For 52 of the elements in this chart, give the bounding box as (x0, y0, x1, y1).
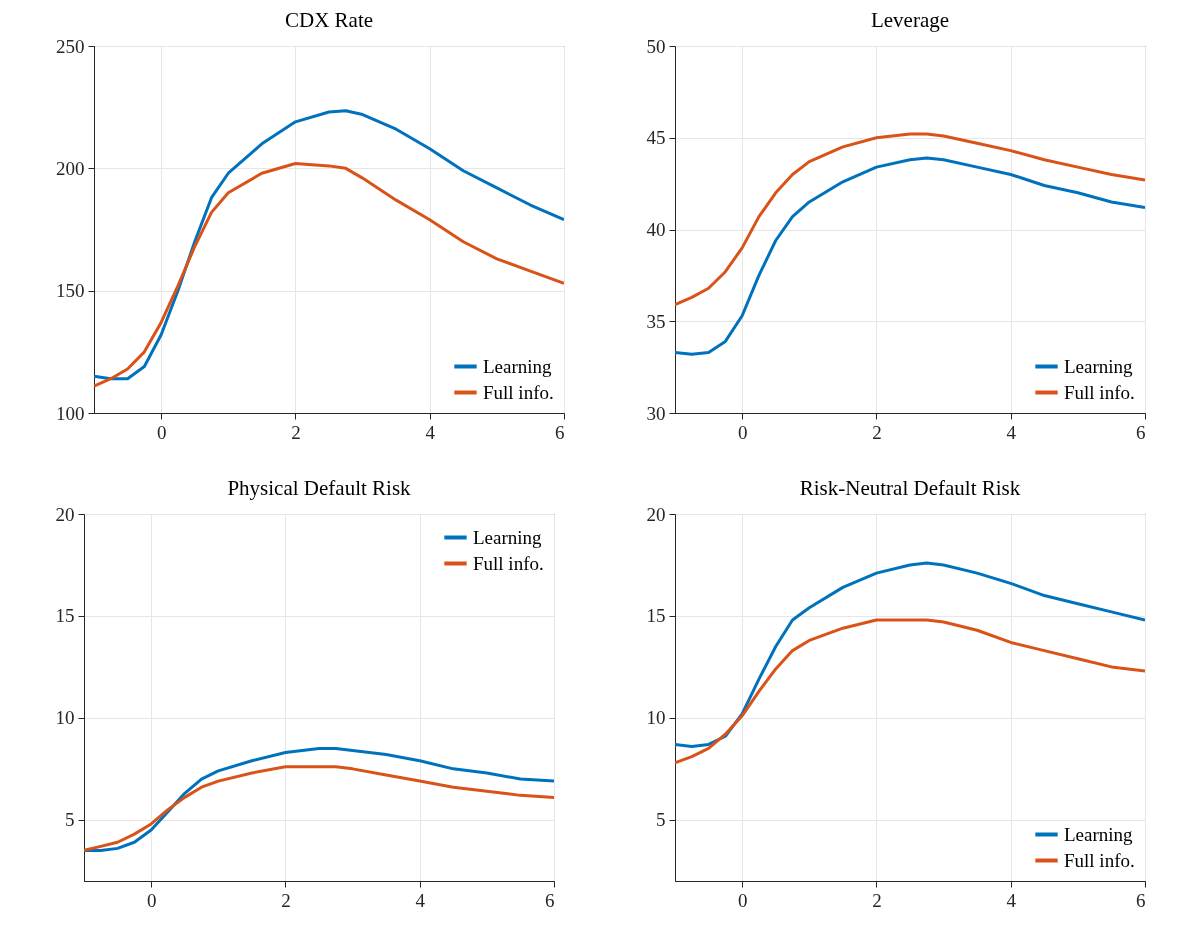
line-series (675, 561, 1145, 748)
x-tick-label: 0 (156, 421, 167, 443)
y-tick-label: 20 (55, 503, 75, 525)
x-tick-label: 6 (545, 889, 555, 911)
x-tick-label: 2 (291, 421, 301, 443)
line-series (84, 765, 554, 852)
legend-label: Full info. (483, 381, 554, 403)
y-tick-label: 35 (646, 310, 666, 332)
chart-title: Physical Default Risk (227, 476, 412, 500)
legend-label: Full info. (473, 552, 544, 574)
chart-title: Leverage (870, 8, 950, 32)
legend-label: Full info. (1064, 849, 1135, 871)
x-tick-label: 2 (872, 421, 882, 443)
y-tick-label: 30 (646, 402, 666, 424)
y-tick-label: 5 (656, 809, 666, 831)
x-tick-label: 6 (1136, 889, 1146, 911)
x-tick-label: 4 (1006, 889, 1017, 911)
y-tick-label: 150 (56, 280, 85, 302)
x-tick-label: 0 (146, 889, 157, 911)
x-tick-label: 4 (415, 889, 426, 911)
y-tick-label: 50 (646, 35, 666, 57)
legend-label: Full info. (1064, 381, 1135, 403)
x-tick-label: 4 (1006, 421, 1017, 443)
chart-title: Risk-Neutral Default Risk (799, 476, 1021, 500)
y-tick-label: 40 (646, 219, 666, 240)
legend-label: Learning (1064, 355, 1134, 377)
y-tick-label: 100 (56, 402, 85, 424)
line-series (675, 132, 1145, 307)
x-tick-label: 2 (281, 889, 291, 911)
line-series (675, 618, 1145, 765)
line-series (675, 156, 1145, 356)
y-tick-label: 20 (646, 503, 666, 525)
y-tick-label: 15 (55, 605, 75, 627)
line-series (84, 746, 554, 852)
chart-title: CDX Rate (284, 8, 374, 32)
legend-label: Learning (473, 526, 543, 548)
legend-label: Learning (1064, 823, 1134, 845)
x-tick-label: 2 (872, 889, 882, 911)
y-tick-label: 200 (56, 157, 85, 179)
line-series (94, 109, 564, 381)
x-tick-label: 6 (555, 421, 565, 443)
y-tick-label: 5 (65, 809, 75, 831)
y-tick-label: 15 (646, 605, 666, 627)
x-tick-label: 0 (737, 421, 748, 443)
x-tick-label: 0 (737, 889, 748, 911)
x-tick-label: 6 (1136, 421, 1146, 443)
y-tick-label: 10 (646, 707, 666, 729)
x-tick-label: 4 (425, 421, 436, 443)
y-tick-label: 10 (55, 707, 75, 729)
y-tick-label: 45 (646, 127, 666, 149)
y-tick-label: 250 (56, 35, 85, 57)
legend-label: Learning (483, 355, 553, 377)
